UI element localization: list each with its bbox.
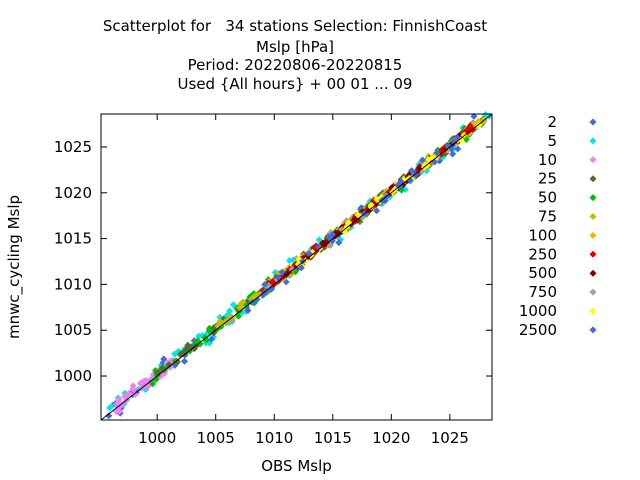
legend-marker bbox=[589, 307, 597, 315]
legend-label: 1000 bbox=[519, 302, 557, 320]
legend-marker bbox=[589, 118, 597, 126]
data-point bbox=[419, 156, 427, 164]
legend-label: 5 bbox=[547, 132, 557, 150]
data-point bbox=[184, 341, 192, 349]
chart-title-line-2: Mslp [hPa] bbox=[256, 38, 334, 56]
data-point bbox=[234, 312, 242, 320]
data-point bbox=[239, 298, 247, 306]
data-point bbox=[421, 161, 429, 169]
legend-marker bbox=[589, 269, 597, 277]
data-point bbox=[105, 412, 113, 420]
y-axis-label: mnwc_cycling Mslp bbox=[5, 195, 24, 339]
data-point bbox=[454, 145, 462, 153]
data-point bbox=[149, 380, 157, 388]
data-point bbox=[354, 211, 362, 219]
y-tick-label: 1015 bbox=[54, 230, 92, 248]
legend-marker bbox=[589, 137, 597, 145]
x-axis-label: OBS Mslp bbox=[261, 457, 332, 475]
data-point bbox=[288, 265, 296, 273]
plot-frame bbox=[100, 113, 493, 421]
legend-label: 250 bbox=[528, 245, 557, 263]
legend-marker bbox=[589, 231, 597, 239]
chart-title-line-4: Used {All hours} + 00 01 ... 09 bbox=[177, 75, 413, 93]
legend-label: 100 bbox=[528, 226, 557, 244]
data-point bbox=[267, 285, 275, 293]
data-point bbox=[328, 231, 336, 239]
data-point bbox=[210, 329, 218, 337]
data-point bbox=[208, 335, 216, 343]
legend-marker bbox=[589, 326, 597, 334]
data-point bbox=[335, 239, 343, 247]
data-point bbox=[278, 268, 286, 276]
legend-marker bbox=[589, 250, 597, 258]
data-point bbox=[125, 389, 133, 397]
data-point bbox=[238, 303, 246, 311]
y-tick-label: 1005 bbox=[54, 321, 92, 339]
legend-label: 2500 bbox=[519, 321, 557, 339]
diagonal-line bbox=[100, 113, 493, 421]
data-point bbox=[433, 149, 441, 157]
y-tick-label: 1025 bbox=[54, 138, 92, 156]
chart-title-line-1: Scatterplot for 34 stations Selection: F… bbox=[102, 17, 488, 35]
chart-title-line-3: Period: 20220806-20220815 bbox=[187, 56, 403, 74]
legend-label: 75 bbox=[538, 208, 557, 226]
legend-label: 50 bbox=[538, 189, 557, 207]
data-point bbox=[165, 361, 173, 369]
data-point bbox=[142, 376, 150, 384]
data-point bbox=[136, 379, 144, 387]
data-point bbox=[116, 407, 124, 415]
data-point bbox=[148, 375, 156, 383]
data-point bbox=[408, 167, 416, 175]
y-axis-ticks: 1000 1005 1010 1015 1020 1025 bbox=[54, 138, 492, 385]
data-point bbox=[367, 203, 375, 211]
data-point bbox=[180, 357, 188, 365]
legend-marker bbox=[589, 194, 597, 202]
x-tick-label: 1025 bbox=[431, 429, 469, 447]
data-point bbox=[158, 364, 166, 372]
data-point bbox=[453, 133, 461, 141]
legend-marker bbox=[589, 175, 597, 183]
legend-label: 25 bbox=[538, 170, 557, 188]
data-point bbox=[286, 257, 294, 265]
legend-label: 10 bbox=[538, 151, 557, 169]
data-point bbox=[159, 359, 167, 367]
legend-label: 500 bbox=[528, 264, 557, 282]
legend-marker bbox=[589, 213, 597, 220]
y-tick-label: 1020 bbox=[54, 184, 92, 202]
data-point bbox=[129, 385, 137, 393]
data-point bbox=[228, 317, 236, 325]
legend-marker bbox=[589, 156, 597, 164]
data-point bbox=[115, 396, 123, 404]
data-point bbox=[475, 122, 483, 130]
data-point bbox=[328, 237, 336, 245]
x-tick-label: 1020 bbox=[372, 429, 410, 447]
legend-label: 2 bbox=[547, 113, 557, 131]
x-tick-label: 1005 bbox=[197, 429, 235, 447]
x-tick-label: 1015 bbox=[314, 429, 352, 447]
data-point bbox=[205, 324, 213, 332]
legend-label: 750 bbox=[528, 283, 557, 301]
data-point bbox=[229, 301, 237, 309]
data-point bbox=[131, 391, 139, 399]
x-tick-label: 1010 bbox=[255, 429, 293, 447]
legend-marker bbox=[589, 288, 597, 296]
data-point bbox=[297, 264, 305, 272]
y-tick-label: 1000 bbox=[54, 367, 92, 385]
data-point bbox=[261, 280, 269, 288]
x-tick-label: 1000 bbox=[138, 429, 176, 447]
x-axis-ticks: 1000 1005 1010 1015 1020 1025 bbox=[138, 114, 469, 447]
data-point bbox=[173, 358, 181, 366]
data-point bbox=[449, 150, 457, 158]
data-point bbox=[470, 112, 478, 120]
y-tick-label: 1010 bbox=[54, 275, 92, 293]
